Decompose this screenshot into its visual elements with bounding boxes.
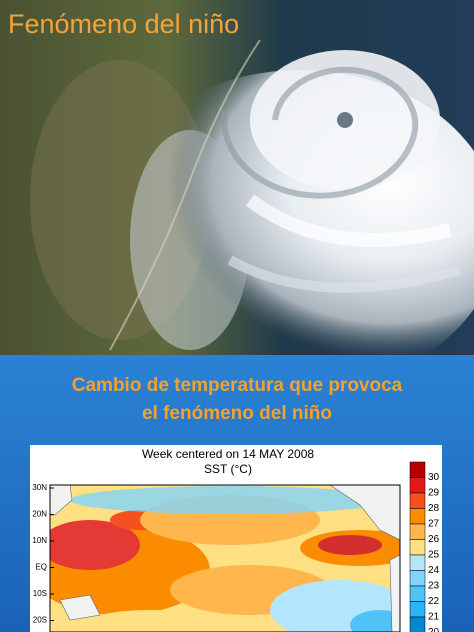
latitude-label: 10N <box>32 536 47 545</box>
colorbar-label: 21 <box>428 612 440 623</box>
colorbar-swatch <box>409 554 426 571</box>
colorbar-swatch <box>409 585 426 602</box>
sst-map <box>50 485 400 632</box>
colorbar-swatch <box>409 461 426 478</box>
heading: Cambio de temperatura que provoca <box>72 375 403 396</box>
colorbar-label: 22 <box>428 596 440 607</box>
colorbar-label: 25 <box>428 550 440 561</box>
colorbar-swatch <box>409 508 426 525</box>
slide-title: Fenómeno del niño <box>8 9 239 39</box>
colorbar-label: 24 <box>428 565 440 576</box>
colorbar-swatch <box>409 570 426 587</box>
map-frame <box>49 484 401 632</box>
latitude-axis: 30N 20N 10N EQ 10S 20S <box>32 483 54 625</box>
colorbar-swatch <box>409 539 426 556</box>
colorbar-swatch <box>409 492 426 509</box>
heading: el fenómeno del niño <box>142 403 332 424</box>
colorbar-label: 30 <box>428 472 440 483</box>
colorbar-swatch <box>409 477 426 494</box>
colorbar-swatch <box>409 616 426 632</box>
colorbar-label: 28 <box>428 503 440 514</box>
latitude-label: 10S <box>33 589 47 598</box>
colorbar-swatch <box>409 523 426 540</box>
map-title: Week centered on 14 MAY 2008 <box>142 447 314 461</box>
colorbar-label: 29 <box>428 488 440 499</box>
latitude-label: EQ <box>35 563 47 572</box>
latitude-label: 30N <box>32 483 47 492</box>
colorbar-label: 27 <box>428 519 440 530</box>
latitude-label: 20S <box>33 616 47 625</box>
colorbar: 30 29 28 27 26 25 24 23 22 21 20 <box>409 461 440 632</box>
colorbar-swatch <box>409 601 426 618</box>
colorbar-label: 20 <box>428 627 440 632</box>
satellite-photo <box>0 0 474 355</box>
map-subtitle: SST (°C) <box>204 462 252 476</box>
colorbar-label: 26 <box>428 534 440 545</box>
latitude-label: 20N <box>32 510 47 519</box>
colorbar-label: 23 <box>428 581 440 592</box>
